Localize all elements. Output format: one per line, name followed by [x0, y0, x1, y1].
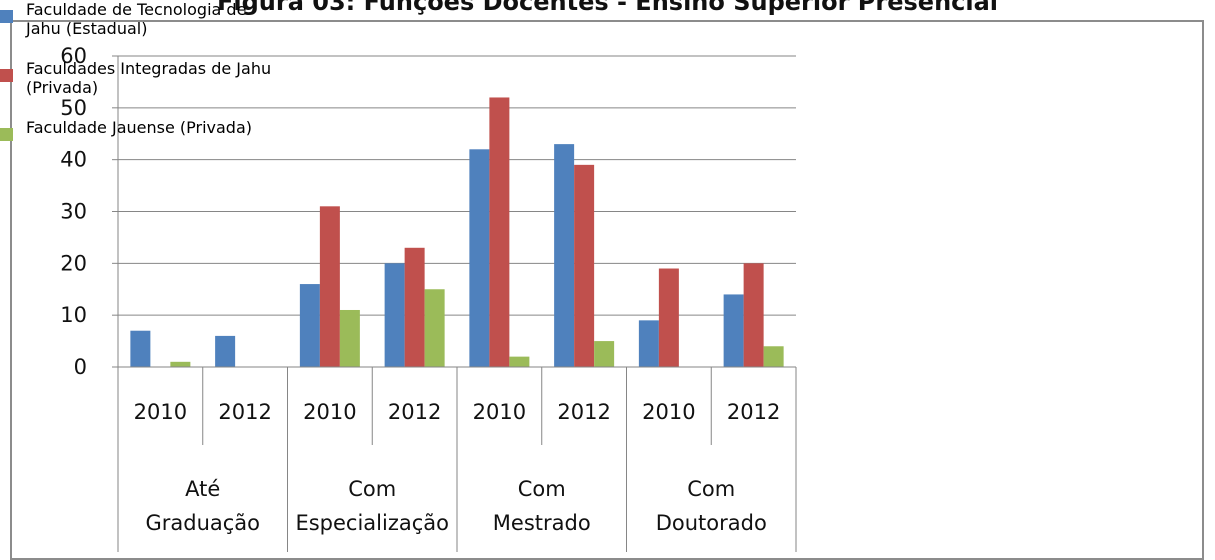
- x-group-label: Doutorado: [656, 511, 767, 535]
- y-tick-label: 20: [60, 251, 87, 275]
- x-tick-label: 2012: [727, 400, 780, 424]
- legend-item: Faculdade de Tecnologia de Jahu (Estadual…: [0, 0, 1215, 38]
- legend-label: Faculdades Integradas de Jahu: [26, 59, 272, 78]
- y-tick-label: 10: [60, 303, 87, 327]
- y-tick-label: 30: [60, 200, 87, 224]
- bar: [215, 335, 236, 367]
- legend-item: Faculdades Integradas de Jahu (Privada): [0, 59, 1215, 97]
- bar: [763, 346, 784, 367]
- bar: [743, 263, 764, 367]
- bar: [170, 361, 191, 367]
- bar: [638, 320, 659, 367]
- bar: [554, 144, 575, 367]
- legend-label: Faculdade de Tecnologia de: [26, 0, 247, 19]
- bar: [509, 356, 530, 367]
- chart-frame: [10, 20, 1204, 560]
- legend-item: Faculdade Jauense (Privada): [0, 118, 1215, 141]
- bar: [339, 309, 360, 367]
- bar: [424, 289, 445, 367]
- legend-swatch: [0, 69, 13, 82]
- x-tick-label: 2012: [388, 400, 441, 424]
- legend-swatch: [0, 10, 13, 23]
- x-tick-label: 2012: [557, 400, 610, 424]
- x-group-label: Com: [518, 477, 566, 501]
- bar: [319, 206, 340, 367]
- y-tick-label: 60: [60, 44, 87, 68]
- bar: [658, 268, 679, 367]
- x-tick-label: 2012: [218, 400, 271, 424]
- x-tick-label: 2010: [134, 400, 187, 424]
- legend-label: (Privada): [26, 78, 99, 97]
- bar: [130, 330, 151, 367]
- bar: [574, 164, 595, 367]
- x-group-label: Com: [348, 477, 396, 501]
- bar: [594, 341, 615, 367]
- x-group-label: Especialização: [295, 511, 449, 535]
- x-tick-label: 2010: [642, 400, 695, 424]
- legend-label: Faculdade Jauense (Privada): [26, 118, 252, 137]
- x-tick-label: 2010: [303, 400, 356, 424]
- x-axis-labels: 2010 2012 2010 2012 2010 2012 2010 2012 Até Gradu…: [134, 400, 781, 535]
- y-axis-ticks: 0 10 20 30 40 50 60: [60, 44, 118, 379]
- y-tick-label: 40: [60, 148, 87, 172]
- x-group-label: Com: [687, 477, 735, 501]
- axes: [117, 56, 797, 552]
- bar: [404, 247, 425, 367]
- legend-label: Jahu (Estadual): [26, 19, 148, 38]
- x-group-label: Graduação: [145, 511, 260, 535]
- bar: [469, 149, 490, 367]
- legend: Faculdade de Tecnologia de Jahu (Estadual…: [0, 0, 1215, 141]
- x-group-label: Mestrado: [493, 511, 591, 535]
- x-tick-label: 2010: [473, 400, 526, 424]
- legend-swatch: [0, 128, 13, 141]
- bars: [130, 97, 784, 367]
- bar: [384, 263, 405, 367]
- bar: [489, 97, 510, 367]
- x-group-label: Até: [185, 477, 220, 501]
- bar: [723, 294, 744, 367]
- y-tick-label: 0: [74, 355, 87, 379]
- chart-title: Figura 03: Funções Docentes - Ensino Sup…: [216, 0, 999, 16]
- y-tick-label: 50: [60, 96, 87, 120]
- gridlines: [118, 55, 796, 368]
- bar: [299, 284, 320, 367]
